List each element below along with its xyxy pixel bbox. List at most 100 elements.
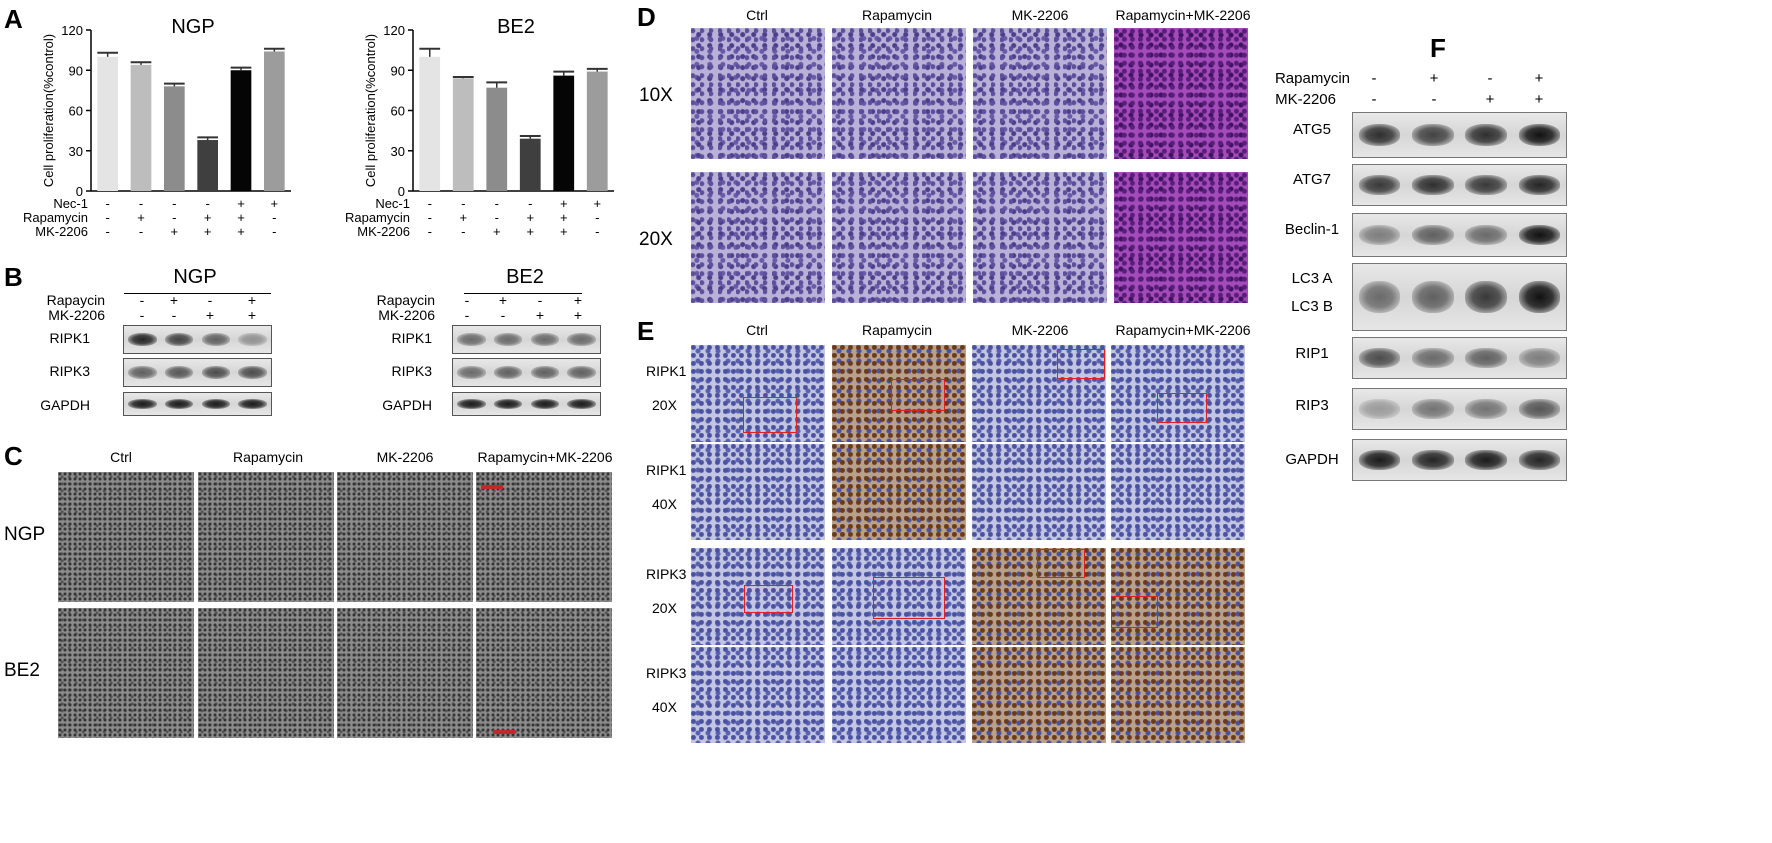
bar-5 [230,70,252,191]
f-blot-4-band-3 [1465,281,1507,313]
em-image [198,608,334,738]
panel-label-b: B [4,262,23,292]
mk-sign: - [464,307,470,323]
ihc-col-label: MK-2206 [1011,322,1069,338]
treatment-label-rapamycin: Rapamycin [23,210,88,225]
y-tick-label: 120 [61,23,83,38]
em-image [198,472,334,602]
panel-a-charts: NGP 0 30 60 90 120 Cell proliferation(%control… [23,16,614,239]
he-image [1114,172,1248,303]
treatment-sign: - [461,196,465,211]
bar-chart-be2: BE2 0 30 60 90 120 Cell proliferation(%control… [345,16,614,239]
he-col-label: Rapamycin+MK-2206 [1115,7,1251,23]
f-blot-6-band-1 [1358,399,1401,419]
f-blot-1-band-3 [1465,124,1507,146]
mk-sign: + [247,307,257,323]
title-underline-ngp [124,293,271,294]
ihc-image [691,548,825,645]
blot-ngp-ripk3-band-4 [238,366,267,379]
he-image [691,28,825,159]
treatment-sign: - [105,224,109,239]
blot-be2-ripk1-band-4 [567,333,596,346]
roi-box [743,397,797,433]
ihc-col-label: Rapamycin [861,322,933,338]
f-blot-7-band-4 [1518,450,1561,470]
roi-box [873,577,945,619]
f-blot-7-band-3 [1465,450,1507,470]
em-image [476,608,612,738]
treatment-sign: - [172,210,176,225]
ihc-row-label-b: 40X [652,699,677,715]
treatment-sign: - [272,210,276,225]
mk-sign: - [171,307,177,323]
y-tick-label: 60 [391,104,405,119]
f-blot-3-band-3 [1465,224,1507,246]
mk-sign: - [139,307,145,323]
f-blot-5-band-2 [1412,348,1454,368]
bar-3 [164,86,185,191]
blot-be2-gapdh-band-3 [530,398,560,410]
he-image [1114,28,1248,159]
blot-be2-ripk1 [452,325,601,354]
f-blot-label-rip1: RIP1 [1295,345,1329,362]
f-blot-7 [1352,439,1567,481]
blot-ngp-ripk3 [123,358,272,387]
em-image [58,472,194,602]
mk-sign: - [500,307,506,323]
blot-ngp-ripk1 [123,325,272,354]
treatment-sign: - [139,196,143,211]
em-col-label: Ctrl [110,449,132,465]
panel-label-f: F [1430,33,1446,63]
mk-sign: + [535,307,545,323]
treatment-sign: + [560,224,568,239]
em-image [337,608,473,738]
f-blot-5-band-4 [1518,348,1561,368]
f-mk-label: MK-2206 [1275,91,1336,108]
ihc-image [691,647,825,743]
treatment-sign: - [428,224,432,239]
panel-label-d: D [637,2,656,32]
f-mk-sign: - [1431,91,1437,108]
roi-box [891,379,945,411]
blot-ngp-gapdh [123,392,272,416]
ihc-image [972,444,1106,540]
ihc-image [832,647,966,743]
blot-ngp-gapdh-band-3 [201,398,231,410]
ihc-col-label: Rapamycin+MK-2206 [1115,322,1251,338]
ihc-row-label-a: RIPK3 [646,665,687,681]
blot-row-label-ripk3: RIPK3 [49,363,90,379]
f-blot-2-band-3 [1465,175,1507,195]
bar-2 [452,78,474,191]
treatment-sign: + [171,224,179,239]
f-mk-sign: + [1485,91,1495,108]
f-blot-3-band-1 [1358,224,1401,246]
ihc-row-label-a: RIPK1 [646,363,687,379]
ihc-image [1111,647,1245,743]
treatment-label-rapamycin: Rapamycin [345,210,410,225]
rapa-sign: + [573,292,583,308]
treatment-sign: - [272,224,276,239]
ihc-row-label-a: RIPK3 [646,566,687,582]
roi-box [744,585,793,613]
panel-label-a: A [4,4,23,34]
he-image [832,28,966,159]
blot-row-label-ripk1: RIPK1 [391,330,432,346]
blot-be2-ripk3-band-1 [457,366,486,379]
treatment-sign: - [139,224,143,239]
panel-label-c: C [4,441,23,471]
treatment-sign: + [237,210,245,225]
treatment-sign: - [461,224,465,239]
f-mk-sign: + [1534,91,1544,108]
f-rapa-label: Rapamycin [1274,70,1350,87]
treatment-sign: + [271,196,279,211]
blot-title-be2: BE2 [506,266,544,288]
blot-be2-gapdh-band-2 [493,398,523,410]
blot-title-ngp: NGP [173,266,217,288]
rapa-sign: - [207,292,213,308]
f-blot-2-band-1 [1358,175,1401,195]
blot-be2-gapdh [452,392,601,416]
y-tick-label: 0 [76,184,83,199]
f-blot-label-rip3: RIP3 [1295,397,1329,414]
treatment-sign: - [495,210,499,225]
bar-4 [197,140,218,191]
